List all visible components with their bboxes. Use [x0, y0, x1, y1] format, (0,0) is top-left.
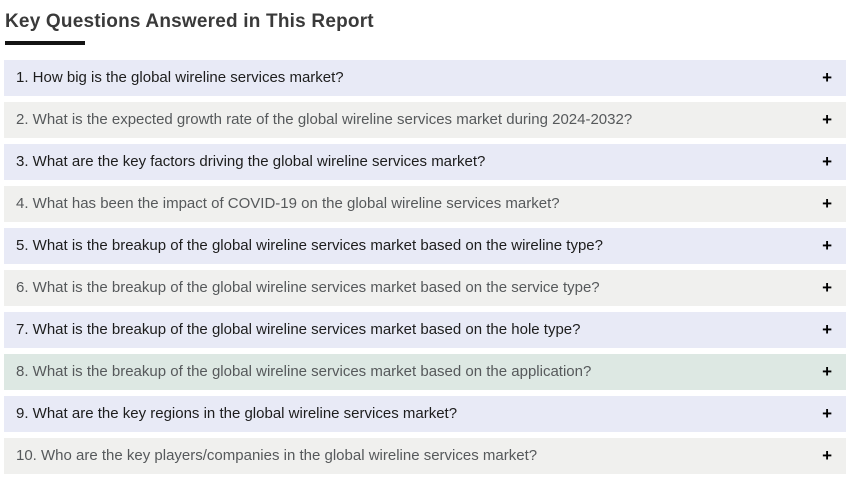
plus-expand-icon[interactable]: + — [822, 320, 832, 339]
plus-expand-icon[interactable]: + — [822, 152, 832, 171]
accordion-question-row[interactable]: 6. What is the breakup of the global wir… — [4, 270, 846, 306]
plus-expand-icon[interactable]: + — [822, 404, 832, 423]
accordion-question-row[interactable]: 10. Who are the key players/companies in… — [4, 438, 846, 474]
accordion-question-row[interactable]: 4. What has been the impact of COVID-19 … — [4, 186, 846, 222]
accordion-question-row[interactable]: 1. How big is the global wireline servic… — [4, 60, 846, 96]
question-label: 10. Who are the key players/companies in… — [16, 447, 538, 464]
accordion-list: 1. How big is the global wireline servic… — [4, 60, 846, 474]
plus-expand-icon[interactable]: + — [822, 236, 832, 255]
plus-expand-icon[interactable]: + — [822, 194, 832, 213]
accordion-question-row[interactable]: 8. What is the breakup of the global wir… — [4, 354, 846, 390]
plus-expand-icon[interactable]: + — [822, 278, 832, 297]
question-label: 6. What is the breakup of the global wir… — [16, 279, 600, 296]
accordion-question-row[interactable]: 7. What is the breakup of the global wir… — [4, 312, 846, 348]
title-underline — [5, 41, 85, 45]
plus-expand-icon[interactable]: + — [822, 68, 832, 87]
question-label: 1. How big is the global wireline servic… — [16, 69, 344, 86]
question-label: 5. What is the breakup of the global wir… — [16, 237, 603, 254]
question-label: 4. What has been the impact of COVID-19 … — [16, 195, 560, 212]
accordion-question-row[interactable]: 5. What is the breakup of the global wir… — [4, 228, 846, 264]
plus-expand-icon[interactable]: + — [822, 110, 832, 129]
question-label: 8. What is the breakup of the global wir… — [16, 363, 592, 380]
plus-expand-icon[interactable]: + — [822, 446, 832, 465]
page-title: Key Questions Answered in This Report — [5, 11, 374, 32]
question-label: 9. What are the key regions in the globa… — [16, 405, 458, 422]
question-label: 3. What are the key factors driving the … — [16, 153, 486, 170]
plus-expand-icon[interactable]: + — [822, 362, 832, 381]
accordion-question-row[interactable]: 2. What is the expected growth rate of t… — [4, 102, 846, 138]
accordion-question-row[interactable]: 9. What are the key regions in the globa… — [4, 396, 846, 432]
question-label: 7. What is the breakup of the global wir… — [16, 321, 581, 338]
question-label: 2. What is the expected growth rate of t… — [16, 111, 633, 128]
accordion-question-row[interactable]: 3. What are the key factors driving the … — [4, 144, 846, 180]
